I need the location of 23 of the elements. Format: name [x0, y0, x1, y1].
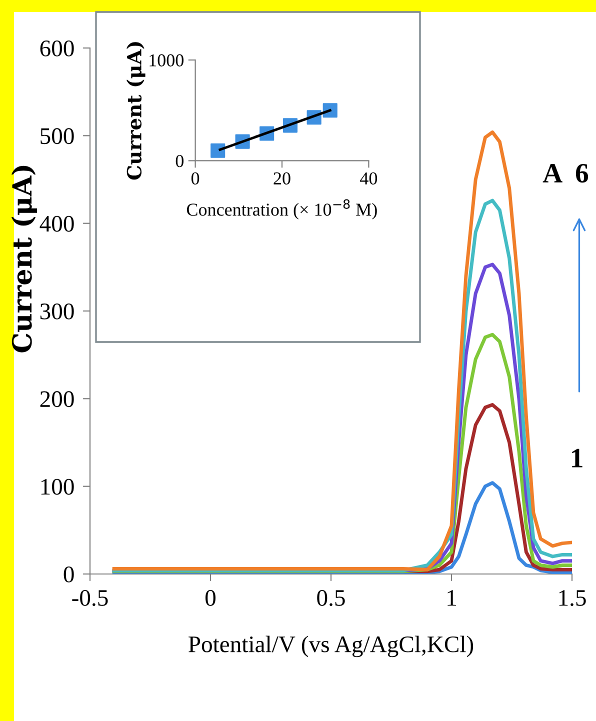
text: 1: [572, 448, 582, 468]
x-tick-label: 20: [274, 172, 290, 185]
x-axis-title: Concentration (× 10$^{−8}$ M): [186, 199, 377, 220]
y-axis-title: Current (μA): [11, 166, 37, 352]
y-tick-label: 500: [40, 128, 74, 144]
x-tick-label: 0: [191, 172, 200, 185]
y-axis-title: Current (μA): [126, 42, 146, 180]
x-tick-label: 1: [448, 590, 456, 606]
y-tick-label: 400: [40, 216, 74, 232]
x-tick-label: -0.5: [72, 590, 108, 606]
x-tick-label: 0: [205, 590, 216, 606]
y-tick-label: 1000: [150, 54, 184, 66]
x-tick-label: 40: [360, 172, 378, 185]
x-axis-title: Potential/V (vs Ag/AgCl,KCl): [188, 636, 474, 658]
y-tick-label: 200: [40, 391, 74, 408]
y-tick-label: 300: [40, 303, 74, 320]
point: [210, 143, 226, 158]
y-tick-label: 600: [40, 40, 74, 56]
x-tick-label: 0.5: [317, 590, 345, 606]
x-tick-label: 1.5: [559, 590, 586, 606]
y-tick-label: 0: [64, 566, 74, 582]
annotation: A 6: [542, 164, 588, 183]
y-tick-label: 100: [41, 478, 74, 495]
